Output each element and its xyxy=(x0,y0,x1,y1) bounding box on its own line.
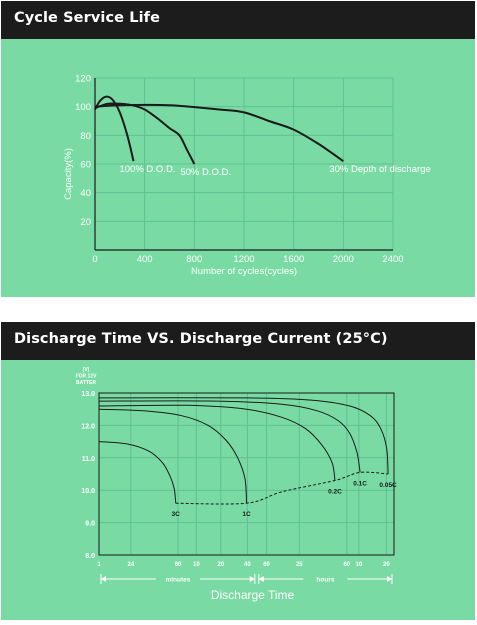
discharge-header: Discharge Time VS. Discharge Current (25… xyxy=(1,322,475,360)
series-line-0-2c xyxy=(98,404,336,481)
series-line-0-05c xyxy=(98,397,389,475)
x-tick-label: 1600 xyxy=(283,254,304,265)
series-line-1c xyxy=(98,408,247,504)
y-tick-label: 10.0 xyxy=(81,488,95,495)
y-tick-label: 12.0 xyxy=(81,423,95,430)
x-axis-label: Number of cycles(cycles) xyxy=(191,266,297,277)
series-line-3c xyxy=(98,441,177,504)
unit-label: minutes xyxy=(165,577,190,584)
y-tick-label: 8.0 xyxy=(85,553,95,560)
y-tick-label: 100 xyxy=(75,102,91,113)
unit-arrowhead-left xyxy=(258,576,264,582)
x-tick-label: 1200 xyxy=(233,254,254,265)
x-tick-label: 60 xyxy=(175,562,182,568)
x-tick-label: 24 xyxy=(128,562,135,568)
y-tick-label: 20 xyxy=(80,217,91,228)
x-tick-label: 400 xyxy=(137,254,153,265)
series-line-0-1c xyxy=(98,400,361,473)
discharge-panel: Discharge Time VS. Discharge Current (25… xyxy=(1,322,475,620)
y-tick-label: 11.0 xyxy=(82,456,95,463)
series-line-100-d-o-d xyxy=(94,95,135,162)
unit-arrowhead-right xyxy=(387,576,392,582)
x-tick-label: 60 xyxy=(263,562,270,568)
y-axis-label-line: (V) xyxy=(83,367,90,373)
series-line-30-depth-of-discharge xyxy=(94,103,344,162)
series-label-100-d-o-d: 100% D.O.D. xyxy=(119,164,175,175)
x-tick-label: 10 xyxy=(193,562,200,568)
x-tick-label: 2400 xyxy=(382,254,403,265)
series-label-0-2c: 0.2C xyxy=(328,488,342,495)
x-tick-label: 20 xyxy=(383,562,390,568)
y-axis-label: Capacity(%) xyxy=(63,148,74,200)
series-label-0-05c: 0.05C xyxy=(379,482,397,489)
y-axis-label-line: FOR 12V xyxy=(76,374,98,380)
y-tick-label: 9.0 xyxy=(85,521,95,528)
x-axis-label: Discharge Time xyxy=(211,588,295,602)
x-tick-label: 2000 xyxy=(333,254,354,265)
y-tick-label: 40 xyxy=(80,188,91,199)
x-tick-label: 10 xyxy=(356,562,363,568)
series-label-1c: 1C xyxy=(242,511,251,518)
unit-arrowhead-left xyxy=(101,576,106,582)
series-label-0-1c: 0.1C xyxy=(353,480,367,487)
unit-arrowhead-right xyxy=(249,576,255,582)
y-tick-label: 13.0 xyxy=(81,391,95,398)
unit-label: hours xyxy=(316,577,334,584)
y-tick-label: 60 xyxy=(80,160,91,171)
discharge-title: Discharge Time VS. Discharge Current (25… xyxy=(14,331,388,347)
series-label-30-depth-of-discharge: 30% Depth of discharge xyxy=(329,164,430,175)
x-tick-label: 20 xyxy=(217,562,224,568)
x-tick-label: 40 xyxy=(244,562,251,568)
y-tick-label: 120 xyxy=(75,74,91,85)
cutoff-voltage-line xyxy=(175,471,389,505)
y-axis-label-line: BATTER xyxy=(76,380,96,386)
x-tick-label: 800 xyxy=(186,254,202,265)
x-tick-label: 60 xyxy=(343,562,350,568)
series-line-50-d-o-d xyxy=(94,102,196,165)
cycle-life-header: Cycle Service Life xyxy=(1,1,475,39)
series-label-3c: 3C xyxy=(172,511,181,518)
cycle-life-chart-area: 20 40 60 80 100 120 0 400 800 1200 1600 2000 2400 Num… xyxy=(1,39,475,297)
y-tick-label: 80 xyxy=(80,131,91,142)
cycle-life-panel: Cycle Service Life 20 40 60 80 100 120 0 400 800… xyxy=(1,1,475,297)
cycle-life-title: Cycle Service Life xyxy=(14,10,161,26)
plot-frame xyxy=(98,392,395,556)
discharge-chart-area: 8.0 9.0 10.0 11.0 12.0 13.0 (V) FOR 12V BATTER 1 2… xyxy=(1,360,475,620)
x-tick-label: 25 xyxy=(296,562,303,568)
x-tick-label: 0 xyxy=(92,254,97,265)
series-label-50-d-o-d: 50% D.O.D. xyxy=(180,167,231,178)
x-tick-label: 1 xyxy=(97,562,101,568)
